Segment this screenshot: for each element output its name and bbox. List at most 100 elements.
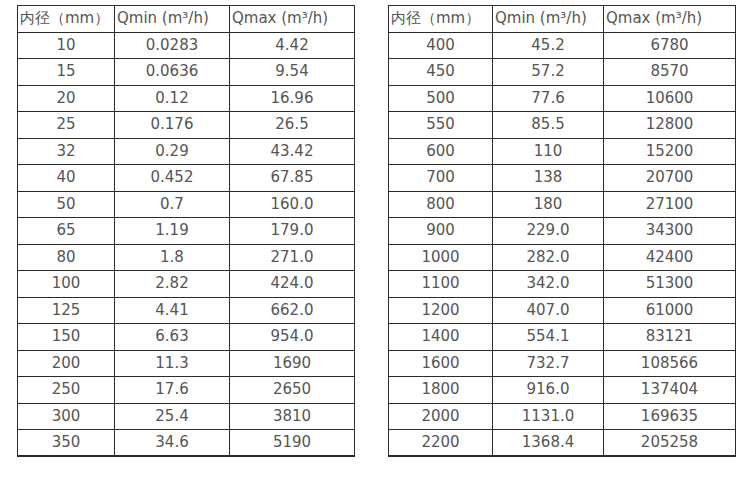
table-cell: 916.0 — [493, 377, 604, 404]
table-cell: 2650 — [230, 377, 355, 404]
table-cell: 250 — [18, 377, 115, 404]
table-cell: 1600 — [389, 350, 493, 377]
table-row: 1200407.061000 — [389, 297, 736, 324]
table-cell: 57.2 — [493, 59, 604, 86]
table-cell: 9.54 — [230, 59, 355, 86]
table-cell: 300 — [18, 403, 115, 430]
table-cell: 800 — [389, 191, 493, 218]
table-cell: 4.42 — [230, 32, 355, 59]
table-cell: 50 — [18, 191, 115, 218]
table-cell: 10600 — [604, 85, 736, 112]
table-cell: 900 — [389, 218, 493, 245]
table-cell: 10 — [18, 32, 115, 59]
table-cell: 77.6 — [493, 85, 604, 112]
table-cell: 179.0 — [230, 218, 355, 245]
table-cell: 424.0 — [230, 271, 355, 298]
table-cell: 20700 — [604, 165, 736, 192]
header-row: 内径（mm） Qmin (m³/h) Qmax (m³/h) — [389, 6, 736, 33]
table-cell: 34300 — [604, 218, 736, 245]
table-cell: 67.85 — [230, 165, 355, 192]
table-cell: 20 — [18, 85, 115, 112]
column-header-qmin: Qmin (m³/h) — [115, 6, 230, 33]
table-cell: 1368.4 — [493, 430, 604, 457]
table-row: 1254.41662.0 — [18, 297, 355, 324]
table-cell: 108566 — [604, 350, 736, 377]
table-cell: 1.8 — [115, 244, 230, 271]
table-cell: 15200 — [604, 138, 736, 165]
table-cell: 550 — [389, 112, 493, 139]
table-cell: 0.12 — [115, 85, 230, 112]
table-cell: 110 — [493, 138, 604, 165]
table-row: 60011015200 — [389, 138, 736, 165]
column-header-qmin: Qmin (m³/h) — [493, 6, 604, 33]
right-table-body: 40045.2678045057.2857050077.61060055085.… — [389, 32, 736, 456]
table-cell: 200 — [18, 350, 115, 377]
table-row: 200.1216.96 — [18, 85, 355, 112]
table-row: 40045.26780 — [389, 32, 736, 59]
table-cell: 0.7 — [115, 191, 230, 218]
table-row: 100.02834.42 — [18, 32, 355, 59]
table-cell: 1200 — [389, 297, 493, 324]
table-row: 320.2943.42 — [18, 138, 355, 165]
table-row: 250.17626.5 — [18, 112, 355, 139]
table-cell: 65 — [18, 218, 115, 245]
table-cell: 271.0 — [230, 244, 355, 271]
table-cell: 83121 — [604, 324, 736, 351]
table-cell: 32 — [18, 138, 115, 165]
table-row: 22001368.4205258 — [389, 430, 736, 457]
table-cell: 180 — [493, 191, 604, 218]
table-cell: 15 — [18, 59, 115, 86]
table-row: 25017.62650 — [18, 377, 355, 404]
flow-spec-tables: 内径（mm） Qmin (m³/h) Qmax (m³/h) 100.02834… — [0, 0, 750, 457]
table-cell: 137404 — [604, 377, 736, 404]
table-cell: 42400 — [604, 244, 736, 271]
table-cell: 43.42 — [230, 138, 355, 165]
table-cell: 0.29 — [115, 138, 230, 165]
table-cell: 6780 — [604, 32, 736, 59]
table-cell: 1131.0 — [493, 403, 604, 430]
table-row: 150.06369.54 — [18, 59, 355, 86]
table-row: 801.8271.0 — [18, 244, 355, 271]
table-cell: 600 — [389, 138, 493, 165]
table-cell: 12800 — [604, 112, 736, 139]
table-cell: 169635 — [604, 403, 736, 430]
table-cell: 138 — [493, 165, 604, 192]
table-row: 900229.034300 — [389, 218, 736, 245]
table-cell: 205258 — [604, 430, 736, 457]
table-cell: 1800 — [389, 377, 493, 404]
table-cell: 61000 — [604, 297, 736, 324]
table-cell: 40 — [18, 165, 115, 192]
table-cell: 11.3 — [115, 350, 230, 377]
flow-table-small-diameters: 内径（mm） Qmin (m³/h) Qmax (m³/h) 100.02834… — [17, 5, 355, 457]
table-cell: 2200 — [389, 430, 493, 457]
table-cell: 500 — [389, 85, 493, 112]
table-row: 500.7160.0 — [18, 191, 355, 218]
column-header-inner-diameter: 内径（mm） — [389, 6, 493, 33]
table-cell: 1000 — [389, 244, 493, 271]
table-cell: 0.0283 — [115, 32, 230, 59]
table-row: 50077.610600 — [389, 85, 736, 112]
table-cell: 6.63 — [115, 324, 230, 351]
table-cell: 16.96 — [230, 85, 355, 112]
table-cell: 554.1 — [493, 324, 604, 351]
table-row: 20011.31690 — [18, 350, 355, 377]
table-row: 30025.43810 — [18, 403, 355, 430]
table-row: 1800916.0137404 — [389, 377, 736, 404]
table-cell: 407.0 — [493, 297, 604, 324]
table-row: 35034.65190 — [18, 430, 355, 457]
table-cell: 1.19 — [115, 218, 230, 245]
table-cell: 2.82 — [115, 271, 230, 298]
table-cell: 2000 — [389, 403, 493, 430]
table-cell: 51300 — [604, 271, 736, 298]
table-cell: 0.176 — [115, 112, 230, 139]
table-cell: 282.0 — [493, 244, 604, 271]
column-header-inner-diameter: 内径（mm） — [18, 6, 115, 33]
table-row: 1600732.7108566 — [389, 350, 736, 377]
table-cell: 662.0 — [230, 297, 355, 324]
table-row: 1000282.042400 — [389, 244, 736, 271]
table-cell: 350 — [18, 430, 115, 457]
column-header-qmax: Qmax (m³/h) — [230, 6, 355, 33]
table-cell: 80 — [18, 244, 115, 271]
table-cell: 229.0 — [493, 218, 604, 245]
table-cell: 45.2 — [493, 32, 604, 59]
